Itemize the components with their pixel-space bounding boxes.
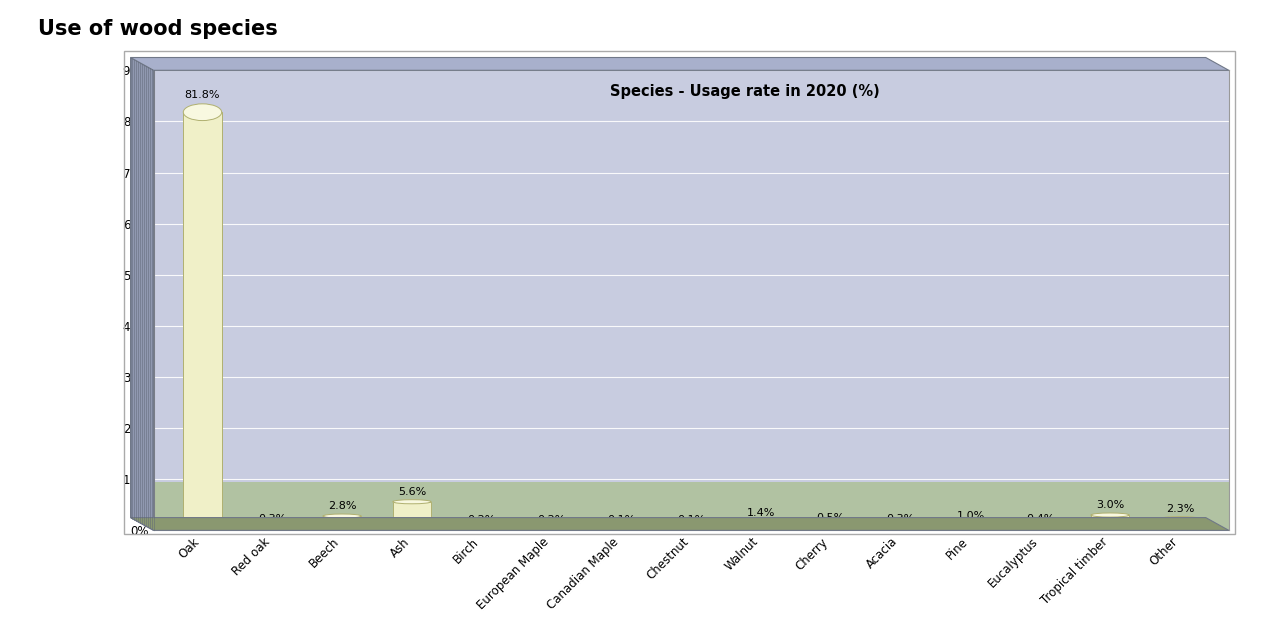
Ellipse shape xyxy=(812,528,850,532)
Text: 0.2%: 0.2% xyxy=(538,514,566,525)
Ellipse shape xyxy=(1161,516,1199,521)
Ellipse shape xyxy=(742,528,781,532)
Text: 2.3%: 2.3% xyxy=(1166,504,1194,514)
Bar xyxy=(154,482,1229,530)
Ellipse shape xyxy=(1091,513,1129,517)
Ellipse shape xyxy=(253,528,292,532)
Text: 2.8%: 2.8% xyxy=(328,502,356,511)
Ellipse shape xyxy=(1161,528,1199,532)
Ellipse shape xyxy=(462,527,500,532)
Ellipse shape xyxy=(742,521,781,525)
Bar xyxy=(812,528,850,530)
Bar xyxy=(532,529,571,530)
Text: 81.8%: 81.8% xyxy=(184,90,220,100)
Ellipse shape xyxy=(462,528,500,532)
Bar xyxy=(323,516,361,530)
Ellipse shape xyxy=(672,528,710,532)
Ellipse shape xyxy=(882,528,920,532)
Text: 1.0%: 1.0% xyxy=(956,511,984,521)
Text: Species - Usage rate in 2020 (%): Species - Usage rate in 2020 (%) xyxy=(611,84,879,99)
Bar xyxy=(742,523,781,530)
Ellipse shape xyxy=(1091,528,1129,532)
Ellipse shape xyxy=(183,104,221,121)
Bar xyxy=(1091,515,1129,530)
Ellipse shape xyxy=(951,523,989,527)
Text: 1.4%: 1.4% xyxy=(746,509,776,518)
Bar xyxy=(1021,528,1060,530)
Ellipse shape xyxy=(323,528,361,532)
Polygon shape xyxy=(131,518,1229,530)
Ellipse shape xyxy=(1021,527,1060,530)
Text: 5.6%: 5.6% xyxy=(398,487,426,497)
Ellipse shape xyxy=(183,522,221,539)
Text: 0.2%: 0.2% xyxy=(467,514,495,525)
Polygon shape xyxy=(131,58,154,530)
Bar xyxy=(882,529,920,530)
Bar xyxy=(393,502,431,530)
Ellipse shape xyxy=(672,528,710,532)
Polygon shape xyxy=(131,58,1229,70)
Ellipse shape xyxy=(253,527,292,531)
Ellipse shape xyxy=(602,528,640,532)
Ellipse shape xyxy=(393,528,431,532)
Ellipse shape xyxy=(532,527,571,532)
Ellipse shape xyxy=(323,514,361,518)
Bar xyxy=(183,112,221,530)
Ellipse shape xyxy=(1021,528,1060,532)
Ellipse shape xyxy=(393,500,431,504)
Text: 0.1%: 0.1% xyxy=(607,515,635,525)
Bar xyxy=(951,525,989,530)
Bar xyxy=(1161,519,1199,530)
Ellipse shape xyxy=(532,528,571,532)
Text: 0.1%: 0.1% xyxy=(677,515,705,525)
Ellipse shape xyxy=(882,527,920,531)
Text: 0.3%: 0.3% xyxy=(259,514,287,524)
Ellipse shape xyxy=(951,528,989,532)
Text: 0.5%: 0.5% xyxy=(817,513,845,523)
Text: 3.0%: 3.0% xyxy=(1096,500,1124,511)
Bar xyxy=(462,529,500,530)
Text: 0.3%: 0.3% xyxy=(887,514,915,524)
Text: Use of wood species: Use of wood species xyxy=(38,19,278,39)
Bar xyxy=(124,51,1235,534)
Bar xyxy=(253,529,292,530)
Ellipse shape xyxy=(602,528,640,532)
Ellipse shape xyxy=(812,526,850,530)
Text: 0.4%: 0.4% xyxy=(1027,514,1055,523)
